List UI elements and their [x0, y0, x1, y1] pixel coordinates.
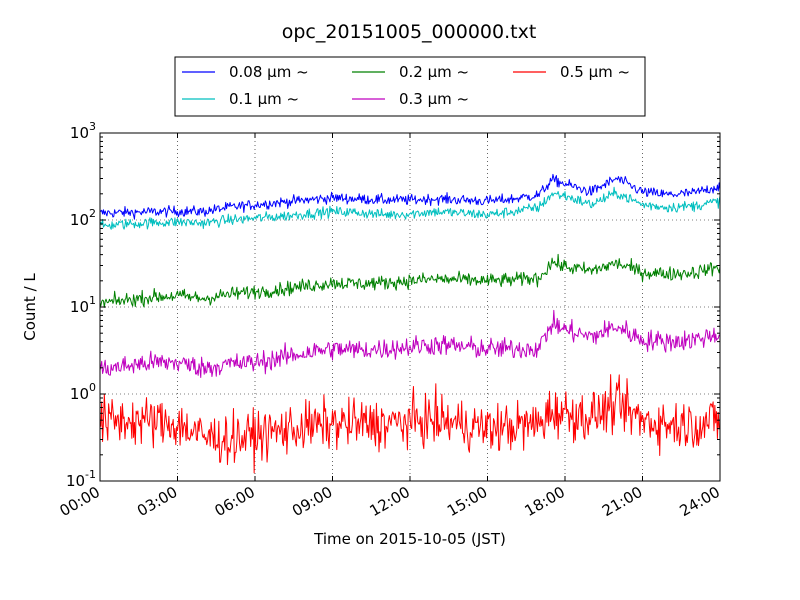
- series-line: [99, 309, 721, 378]
- chart-title: opc_20151005_000000.txt: [282, 21, 537, 43]
- x-tick-label: 15:00: [444, 483, 490, 520]
- y-tick-label: 101: [70, 294, 96, 316]
- series-lines: [99, 173, 721, 474]
- x-tick-label: 12:00: [367, 483, 413, 520]
- y-tick-labels: 10-1 100 101 102 103: [66, 120, 96, 490]
- series-line: [99, 374, 721, 474]
- axis-ticks: [99, 132, 721, 482]
- y-tick-label: 103: [70, 120, 96, 142]
- x-tick-labels: 00:00 03:00 06:00 09:00 12:00 15:00 18:00 21:00…: [57, 483, 723, 520]
- legend-label: 0.1 μm ~: [229, 90, 299, 108]
- legend: 0.08 μm ~ 0.1 μm ~ 0.2 μm ~ 0.3 μm ~ 0.5 μm …: [174, 56, 646, 117]
- x-tick-label: 24:00: [677, 483, 723, 520]
- y-tick-label: 10-1: [66, 468, 96, 490]
- y-tick-label: 102: [70, 207, 96, 229]
- x-tick-label: 18:00: [522, 483, 568, 520]
- legend-label: 0.2 μm ~: [399, 63, 469, 81]
- y-axis-label: Count / L: [21, 273, 39, 341]
- grid-lines: [100, 133, 720, 481]
- legend-label: 0.5 μm ~: [560, 63, 630, 81]
- legend-label: 0.08 μm ~: [229, 63, 309, 81]
- x-tick-label: 21:00: [599, 483, 645, 520]
- legend-label: 0.3 μm ~: [399, 90, 469, 108]
- series-line: [99, 173, 721, 220]
- series-line: [99, 186, 721, 230]
- x-tick-label: 03:00: [134, 483, 180, 520]
- x-tick-label: 09:00: [289, 483, 335, 520]
- x-tick-label: 06:00: [212, 483, 258, 520]
- x-axis-label: Time on 2015-10-05 (JST): [313, 530, 506, 548]
- series-line: [99, 253, 721, 308]
- legend-box: [174, 56, 646, 117]
- y-tick-label: 100: [70, 381, 96, 403]
